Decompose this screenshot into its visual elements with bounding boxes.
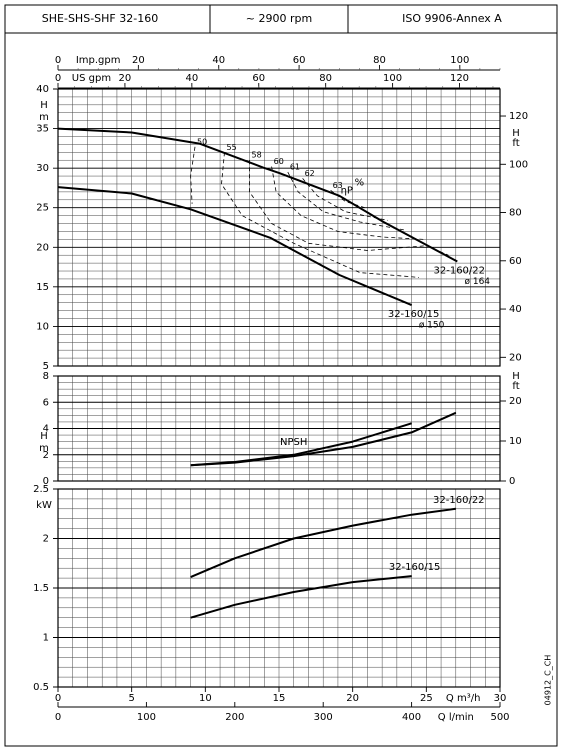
efficiency-curve [221,152,420,278]
y-tick-label: 35 [36,124,49,135]
y2-tick-label: 0 [509,476,515,487]
efficiency-axis-unit: % [355,177,365,188]
curve [190,507,456,579]
x-tick-label: 0 [55,693,61,704]
x2-axis-label: Q l/min [438,712,474,723]
efficiency-curve [302,178,389,221]
y-tick-label: 20 [36,242,49,253]
y-axis-label: kW [36,500,52,511]
y-axis-unit: m [39,443,49,454]
y-tick-label: 5 [43,361,49,372]
y-tick-label: 40 [36,84,49,95]
y-tick-label: 0 [43,476,49,487]
y2-axis-unit: ft [512,381,519,392]
efficiency-curve [190,146,196,204]
y-axis-unit: m [39,112,49,123]
x-tick-label: 25 [420,693,433,704]
top-axis-tick-label: 40 [185,73,198,84]
top-axis-tick-label: 80 [319,73,332,84]
y2-axis-label: H [512,128,520,139]
efficiency-curve [271,166,424,240]
x-axis-label: Q m³/h [446,693,481,704]
curve-label: NPSH [280,437,307,448]
top-axis-tick-label: 60 [293,55,306,66]
y-tick-label: 6 [43,397,49,408]
y2-axis-label: H [512,371,520,382]
curve [57,186,412,307]
header-cell: ISO 9906-Annex A [402,12,502,25]
curve [57,127,458,263]
y2-tick-label: 10 [509,436,522,447]
y2-tick-label: 120 [509,111,528,122]
top-axis-tick-label: 100 [450,55,469,66]
y2-tick-label: 60 [509,256,522,267]
efficiency-label: 50 [197,137,207,146]
y-tick-label: 1.5 [33,583,49,594]
curve-label: 32-160/22 [434,266,486,277]
top-axis-tick-label: 20 [119,73,132,84]
header-cell: SHE-SHS-SHF 32-160 [42,12,158,25]
x-tick-label: 15 [273,693,286,704]
y-tick-label: 2 [43,534,49,545]
x-tick-label: 5 [128,693,134,704]
x2-tick-label: 300 [314,712,333,723]
y-tick-label: 2.5 [33,484,49,495]
efficiency-label: 55 [226,143,236,152]
y-tick-label: 30 [36,163,49,174]
frame [4,32,558,747]
top-axis-tick-label: 60 [252,73,265,84]
x-tick-label: 20 [346,693,359,704]
y2-tick-label: 80 [509,208,522,219]
efficiency-label: 63 [333,181,343,190]
y-tick-label: 0.5 [33,682,49,693]
y2-axis-unit: ft [512,138,519,149]
top-axis-tick-label: 0 [55,73,61,84]
drawing-code: 04912_C_CH [544,655,553,706]
diameter-label: ø 150 [419,321,445,331]
efficiency-label: 58 [252,151,262,160]
top-axis-label: Imp.gpm [76,55,121,66]
x2-tick-label: 400 [402,712,421,723]
header-cell: ~ 2900 rpm [246,12,312,25]
curve-label: 32-160/15 [388,309,440,320]
y-axis-label: H [40,100,48,111]
efficiency-axis-label: ηP [341,185,353,196]
top-axis-tick-label: 100 [383,73,402,84]
y2-tick-label: 40 [509,304,522,315]
y-tick-label: 15 [36,282,49,293]
y-tick-label: 1 [43,633,49,644]
efficiency-label: 60 [274,157,284,166]
x-tick-label: 30 [494,693,507,704]
y2-tick-label: 20 [509,396,522,407]
diameter-label: ø 164 [464,277,490,287]
top-axis-tick-label: 40 [212,55,225,66]
efficiency-label: 62 [305,169,315,178]
efficiency-curve [249,160,449,256]
y-tick-label: 8 [43,371,49,382]
curve [190,411,457,467]
y-tick-label: 25 [36,203,49,214]
efficiency-curve [287,171,405,231]
curve-label: 32-160/15 [389,562,441,573]
y-tick-label: 4 [43,424,49,435]
efficiency-label: 61 [290,163,300,172]
top-axis-tick-label: 0 [55,55,61,66]
y2-tick-label: 20 [509,352,522,363]
top-axis-label: US gpm [72,73,111,84]
y2-tick-label: 100 [509,159,528,170]
x2-tick-label: 200 [225,712,244,723]
y-tick-label: 2 [43,450,49,461]
y-axis-label: H [40,431,48,442]
curve [190,575,412,619]
top-axis-tick-label: 20 [132,55,145,66]
x2-tick-label: 500 [490,712,509,723]
curve-label: 32-160/22 [433,495,485,506]
x-tick-label: 10 [199,693,212,704]
top-axis-tick-label: 80 [373,55,386,66]
x2-tick-label: 100 [137,712,156,723]
x2-tick-label: 0 [55,712,61,723]
top-axis-tick-label: 120 [450,73,469,84]
y-tick-label: 10 [36,321,49,332]
